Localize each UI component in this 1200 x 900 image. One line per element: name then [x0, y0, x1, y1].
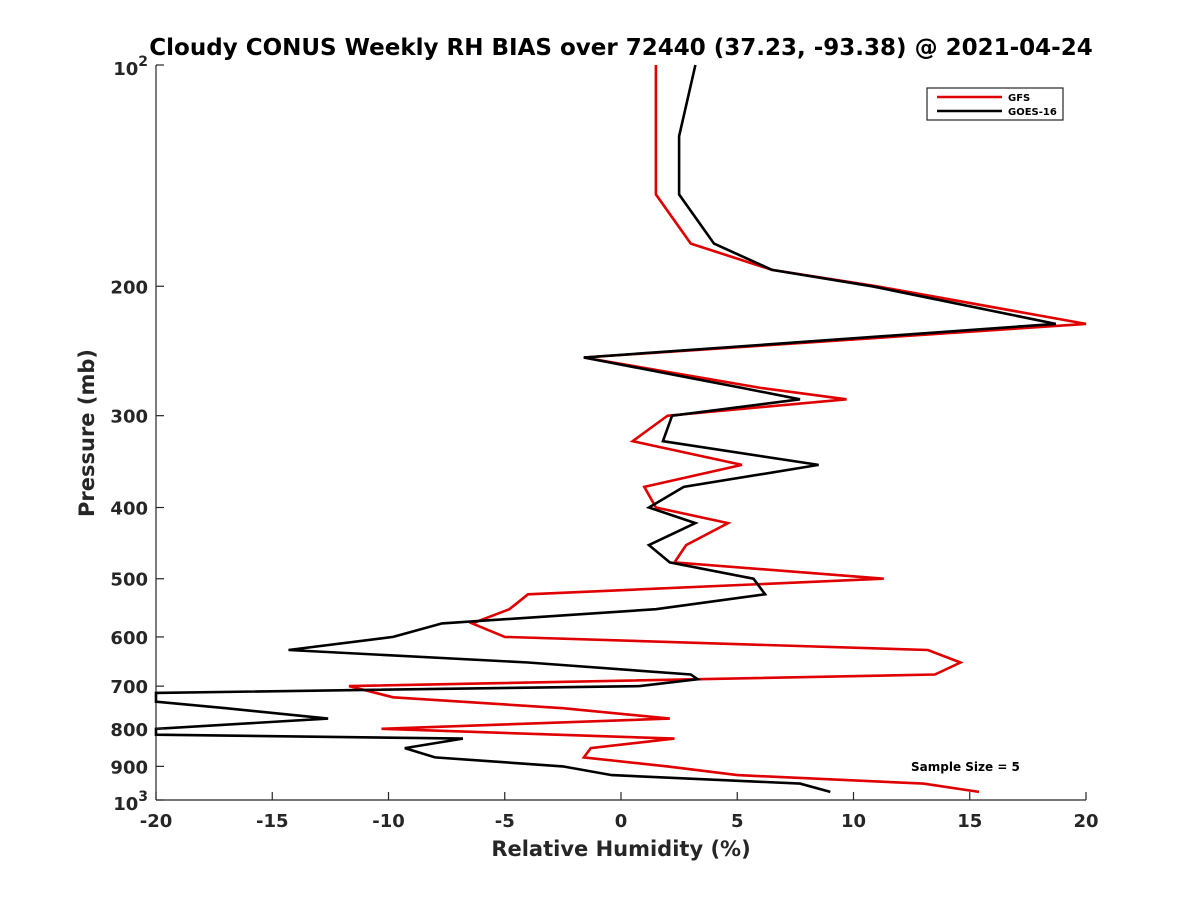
y-tick-label: 900 [110, 757, 148, 778]
x-axis-label: Relative Humidity (%) [491, 837, 750, 861]
legend-label-goes16: GOES-16 [1008, 107, 1057, 118]
y-tick-label: 800 [110, 720, 148, 741]
y-axis-label: Pressure (mb) [75, 349, 99, 517]
y-ticks: 102 200 300 400 500 600 700 800 900 103 [110, 54, 164, 815]
x-tick-label: 5 [731, 811, 744, 832]
series-line-goes16 [154, 64, 1057, 794]
y-tick-label: 103 [113, 789, 148, 815]
x-tick-label: 15 [957, 811, 982, 832]
y-tick-label: 500 [110, 570, 148, 591]
x-tick-label: -5 [495, 811, 515, 832]
x-tick-label: -15 [256, 811, 289, 832]
y-tick-label: 400 [110, 499, 148, 520]
y-tick-label: 600 [110, 628, 148, 649]
series-line-gfs [348, 65, 1087, 794]
y-tick-label: 700 [110, 677, 148, 698]
x-tick-label: 10 [841, 811, 866, 832]
y-tick-label: 102 [113, 54, 148, 80]
legend-label-gfs: GFS [1008, 93, 1030, 104]
y-tick-label: 200 [110, 277, 148, 298]
x-tick-label: -10 [372, 811, 405, 832]
x-tick-label: 0 [615, 811, 628, 832]
legend-box [926, 87, 1064, 121]
legend: GFS GOES-16 [926, 87, 1064, 121]
sample-size-annotation: Sample Size = 5 [911, 760, 1020, 774]
x-tick-label: 20 [1073, 811, 1098, 832]
series-layer [154, 64, 1087, 794]
x-tick-label: -20 [140, 811, 173, 832]
chart-title: Cloudy CONUS Weekly RH BIAS over 72440 (… [149, 35, 1092, 61]
y-tick-label: 300 [110, 407, 148, 428]
x-ticks: -20 -15 -10 -5 0 5 10 15 20 [140, 792, 1099, 832]
